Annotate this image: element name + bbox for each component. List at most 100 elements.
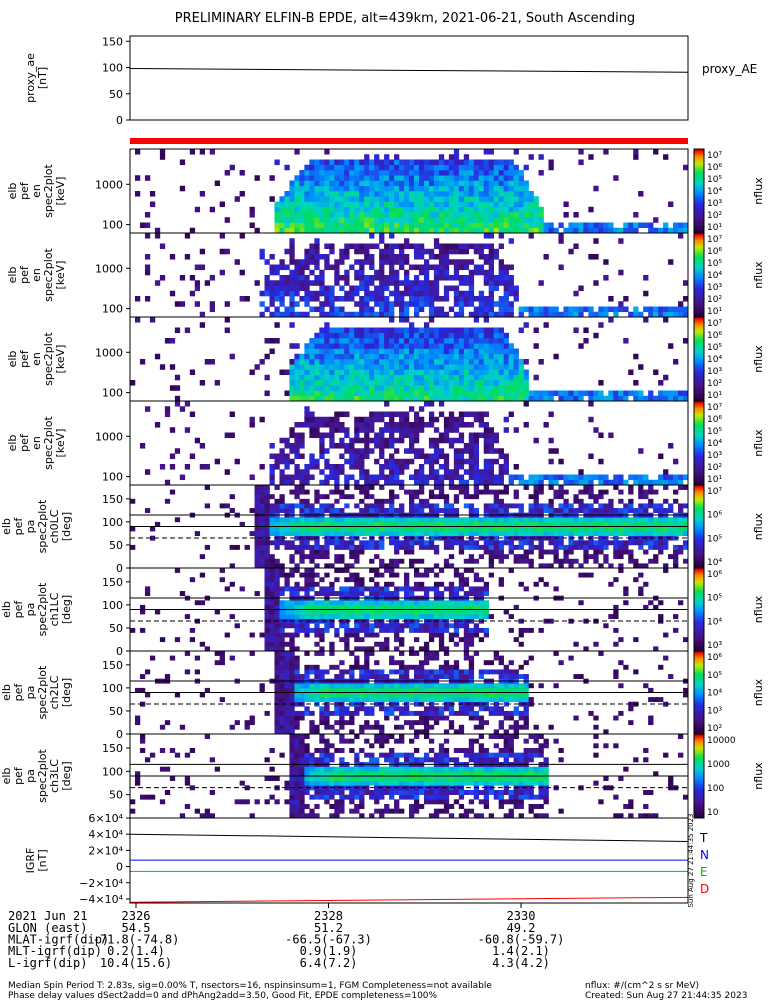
spectrogram-cell <box>344 217 350 223</box>
spectrogram-cell <box>344 609 350 615</box>
spectrogram-cell <box>413 416 420 423</box>
spectrogram-cell <box>523 521 529 527</box>
spectrogram-cell <box>458 540 465 546</box>
spectrogram-cell <box>453 164 460 171</box>
spectrogram-cell <box>274 338 280 344</box>
colorbar-segment <box>694 617 704 621</box>
spectrogram-cell <box>309 348 315 355</box>
spectrogram-cell <box>334 544 340 550</box>
spectrogram-cell <box>613 479 619 486</box>
spectrogram-cell <box>389 498 395 504</box>
spectrogram-cell <box>379 327 385 334</box>
spectrogram-cell <box>394 185 400 192</box>
spectrogram-cell <box>289 380 295 386</box>
spectrogram-cell <box>493 535 499 541</box>
spectrogram-cell <box>314 280 320 286</box>
spectrogram-cell <box>349 348 355 355</box>
spectrogram-cell <box>588 489 594 495</box>
spectrogram-cell <box>463 206 470 213</box>
spectrogram-cell <box>259 290 265 297</box>
spectrogram-cell <box>463 359 470 365</box>
spectrogram-cell <box>683 526 689 532</box>
spectrogram-cell <box>603 521 609 527</box>
spectrogram-cell <box>209 359 215 365</box>
spectrogram-cell <box>299 526 305 532</box>
spectrogram-cell <box>194 264 201 271</box>
spectrogram-cell <box>413 385 420 391</box>
spectrogram-cell <box>423 503 430 509</box>
spectrogram-cell <box>523 180 529 187</box>
colorbar-segment <box>694 428 704 431</box>
spectrogram-cell <box>219 568 225 573</box>
colorbar-segment <box>694 632 704 635</box>
spectrogram-cell <box>374 170 380 176</box>
spectrogram-cell <box>249 715 255 721</box>
spectrogram-cell <box>438 581 445 587</box>
spectrogram-cell <box>389 259 395 265</box>
spectrogram-cell <box>404 217 410 223</box>
spectrogram-cell <box>468 217 475 223</box>
spectrogram-cell <box>274 285 280 292</box>
spectrogram-cell <box>508 540 514 546</box>
spectrogram-cell <box>518 558 524 564</box>
spectrogram-cell <box>329 212 335 218</box>
spectrogram-cell <box>493 380 499 386</box>
spectrogram-cell <box>508 526 514 532</box>
spectrogram-cell <box>478 222 485 229</box>
spectrogram-cell <box>423 301 430 307</box>
spectrogram-cell <box>324 170 330 176</box>
spectrogram-cell <box>319 280 325 286</box>
spectrogram-cell <box>428 600 435 606</box>
spectrogram-cell <box>643 494 649 500</box>
spectrogram-cell <box>359 180 365 187</box>
spectrogram-cell <box>274 531 280 537</box>
spectrogram-cell <box>354 422 360 428</box>
colorbar-segment <box>694 390 704 393</box>
spectrogram-cell <box>384 369 390 376</box>
spectrogram-cell <box>409 296 415 302</box>
spectrogram-cell <box>264 540 270 546</box>
spectrogram-cell <box>309 170 315 176</box>
y-label-line: spec2plot <box>42 164 55 218</box>
spectrogram-cell <box>359 609 365 615</box>
spectrogram-cell <box>274 508 280 513</box>
spectrogram-cell <box>538 544 544 550</box>
spectrogram-cell <box>339 609 345 615</box>
spectrogram-cell <box>279 264 285 271</box>
spectrogram-cell <box>389 453 395 460</box>
spectrogram-cell <box>568 558 574 564</box>
spectrogram-cell <box>369 159 375 166</box>
spectrogram-cell <box>503 206 509 213</box>
spectrogram-cell <box>269 531 275 537</box>
colorbar-tick-label: 10² <box>707 211 722 221</box>
spectrogram-cell <box>349 604 355 610</box>
spectrogram-cell <box>443 185 450 192</box>
spectrogram-cell <box>638 591 644 596</box>
spectrogram-cell <box>423 517 430 523</box>
spectrogram-cell <box>653 508 659 513</box>
spectrogram-cell <box>508 353 514 360</box>
spectrogram-cell <box>329 217 335 223</box>
spectrogram-cell <box>443 217 450 223</box>
spectrogram-cell <box>548 164 554 171</box>
spectrogram-cell <box>483 343 490 349</box>
spectrogram-cell <box>389 494 395 500</box>
spectrogram-cell <box>319 254 325 260</box>
spectrogram-cell <box>209 275 215 281</box>
spectrogram-cell <box>493 364 499 370</box>
spectrogram-cell <box>154 233 161 239</box>
spectrogram-cell <box>389 364 395 370</box>
spectrogram-cell <box>159 275 166 281</box>
spectrogram-cell <box>294 369 300 376</box>
spectrogram-cell <box>409 290 415 297</box>
spectrogram-cell <box>618 568 624 573</box>
spectrogram-cell <box>443 416 450 423</box>
spectrogram-cell <box>428 437 435 444</box>
spectrogram-cell <box>319 416 325 423</box>
spectrogram-cell <box>264 614 270 620</box>
spectrogram-cell <box>274 641 280 647</box>
spectrogram-cell <box>369 577 375 583</box>
spectrogram-cell <box>513 526 519 532</box>
spectrogram-cell <box>409 322 415 328</box>
spectrogram-cell <box>269 280 275 286</box>
